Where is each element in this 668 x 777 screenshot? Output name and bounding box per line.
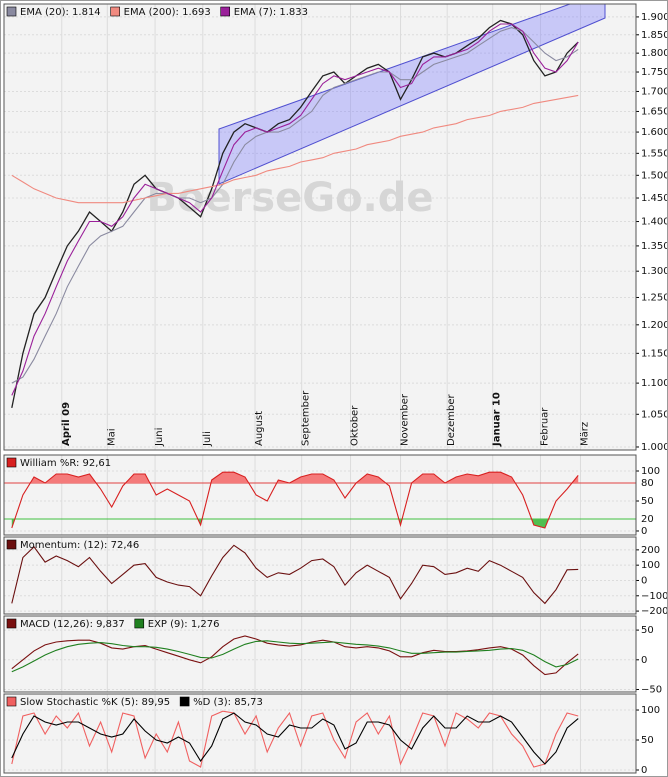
- y-tick-label: 1.150: [641, 348, 668, 359]
- x-tick-label: Juni: [154, 428, 165, 447]
- panel-frame: [3, 615, 637, 693]
- series-line: [11, 19, 579, 409]
- legend-label: EMA (20): 1.814: [20, 7, 101, 18]
- watermark: BoerseGo.de: [146, 175, 433, 221]
- panel-background: [4, 4, 636, 450]
- legend-swatch: [6, 696, 17, 707]
- y-tick-label: 1.350: [641, 241, 668, 252]
- legend-label: EMA (7): 1.833: [234, 7, 308, 18]
- panel-frame: [3, 693, 637, 774]
- y-tick-label: 0: [641, 765, 647, 776]
- series-line: [11, 712, 579, 765]
- series-line: [11, 640, 579, 673]
- y-tick-label: 1.650: [641, 106, 668, 117]
- series-line: [11, 23, 579, 396]
- y-tick-label: 1.850: [641, 30, 668, 41]
- x-tick-label: Mai: [106, 428, 117, 446]
- series-line: [11, 27, 579, 384]
- legend-label: Slow Stochastic %K (5): 89,95: [20, 697, 170, 708]
- series-line: [11, 471, 579, 529]
- legend-label: William %R: 92,61: [20, 458, 111, 469]
- panel-background: [4, 694, 636, 773]
- x-tick-label: August: [254, 411, 265, 446]
- legend-label: EMA (200): 1.693: [124, 7, 211, 18]
- x-tick-label: November: [400, 393, 411, 446]
- level-label: 20: [641, 514, 654, 525]
- legend-label: EXP (9): 1,276: [148, 619, 220, 630]
- panel-frame: [3, 454, 637, 536]
- x-tick-label: März: [579, 422, 590, 446]
- y-tick-label: 0: [641, 655, 647, 666]
- y-tick-label: 1.450: [641, 193, 668, 204]
- panel-frame: [3, 3, 637, 451]
- x-tick-label: Januar 10: [492, 392, 503, 447]
- legend-swatch: [220, 6, 231, 17]
- legend-swatch: [6, 618, 17, 629]
- x-tick-label: April 09: [61, 402, 72, 446]
- y-tick-label: −50: [641, 685, 662, 696]
- y-tick-label: 1.900: [641, 12, 668, 23]
- y-tick-label: 1.550: [641, 148, 668, 159]
- x-tick-label: Februar: [539, 407, 550, 446]
- level-label: 80: [641, 478, 654, 489]
- x-tick-label: Oktober: [350, 405, 361, 446]
- legend-swatch: [110, 6, 120, 17]
- panel-background: [4, 455, 636, 535]
- panel-frame: [3, 536, 637, 615]
- y-tick-label: 100: [641, 466, 660, 477]
- legend-swatch: [134, 618, 145, 629]
- y-tick-label: 1.000: [641, 442, 668, 453]
- series-line: [11, 635, 579, 676]
- y-tick-label: 1.800: [641, 48, 668, 59]
- legend-label: Momentum: (12): 72,46: [20, 540, 139, 551]
- legend-swatch: [6, 6, 17, 17]
- y-tick-label: 50: [641, 496, 654, 507]
- x-tick-label: September: [301, 390, 312, 446]
- y-tick-label: 200: [641, 545, 660, 556]
- y-tick-label: 100: [641, 560, 660, 571]
- legend-swatch: [6, 539, 17, 550]
- y-tick-label: 0: [641, 575, 647, 586]
- series-line: [11, 544, 579, 605]
- y-tick-label: 1.050: [641, 409, 668, 420]
- legend-label: MACD (12,26): 9,837: [20, 619, 125, 630]
- y-tick-label: 50: [641, 735, 654, 746]
- y-tick-label: 1.500: [641, 170, 668, 181]
- legend-swatch: [6, 457, 17, 468]
- y-tick-label: 50: [641, 625, 654, 636]
- y-tick-label: −100: [641, 591, 668, 602]
- series-line: [11, 94, 579, 204]
- y-tick-label: 1.250: [641, 292, 668, 303]
- y-tick-label: 100: [641, 705, 660, 716]
- y-tick-label: 1.700: [641, 86, 668, 97]
- trend-channel: [218, 3, 606, 185]
- y-tick-label: 1.750: [641, 67, 668, 78]
- y-tick-label: 1.400: [641, 217, 668, 228]
- y-tick-label: 1.300: [641, 266, 668, 277]
- x-tick-label: Juli: [202, 431, 213, 447]
- legend-label: %D (3): 85,73: [193, 697, 263, 708]
- y-tick-label: 0: [641, 526, 647, 537]
- y-tick-label: −200: [641, 606, 668, 617]
- x-tick-label: Dezember: [446, 394, 457, 446]
- y-tick-label: 1.600: [641, 127, 668, 138]
- y-tick-label: 1.200: [641, 320, 668, 331]
- legend-swatch: [179, 696, 190, 707]
- series-line: [11, 710, 579, 768]
- y-tick-label: 1.100: [641, 378, 668, 389]
